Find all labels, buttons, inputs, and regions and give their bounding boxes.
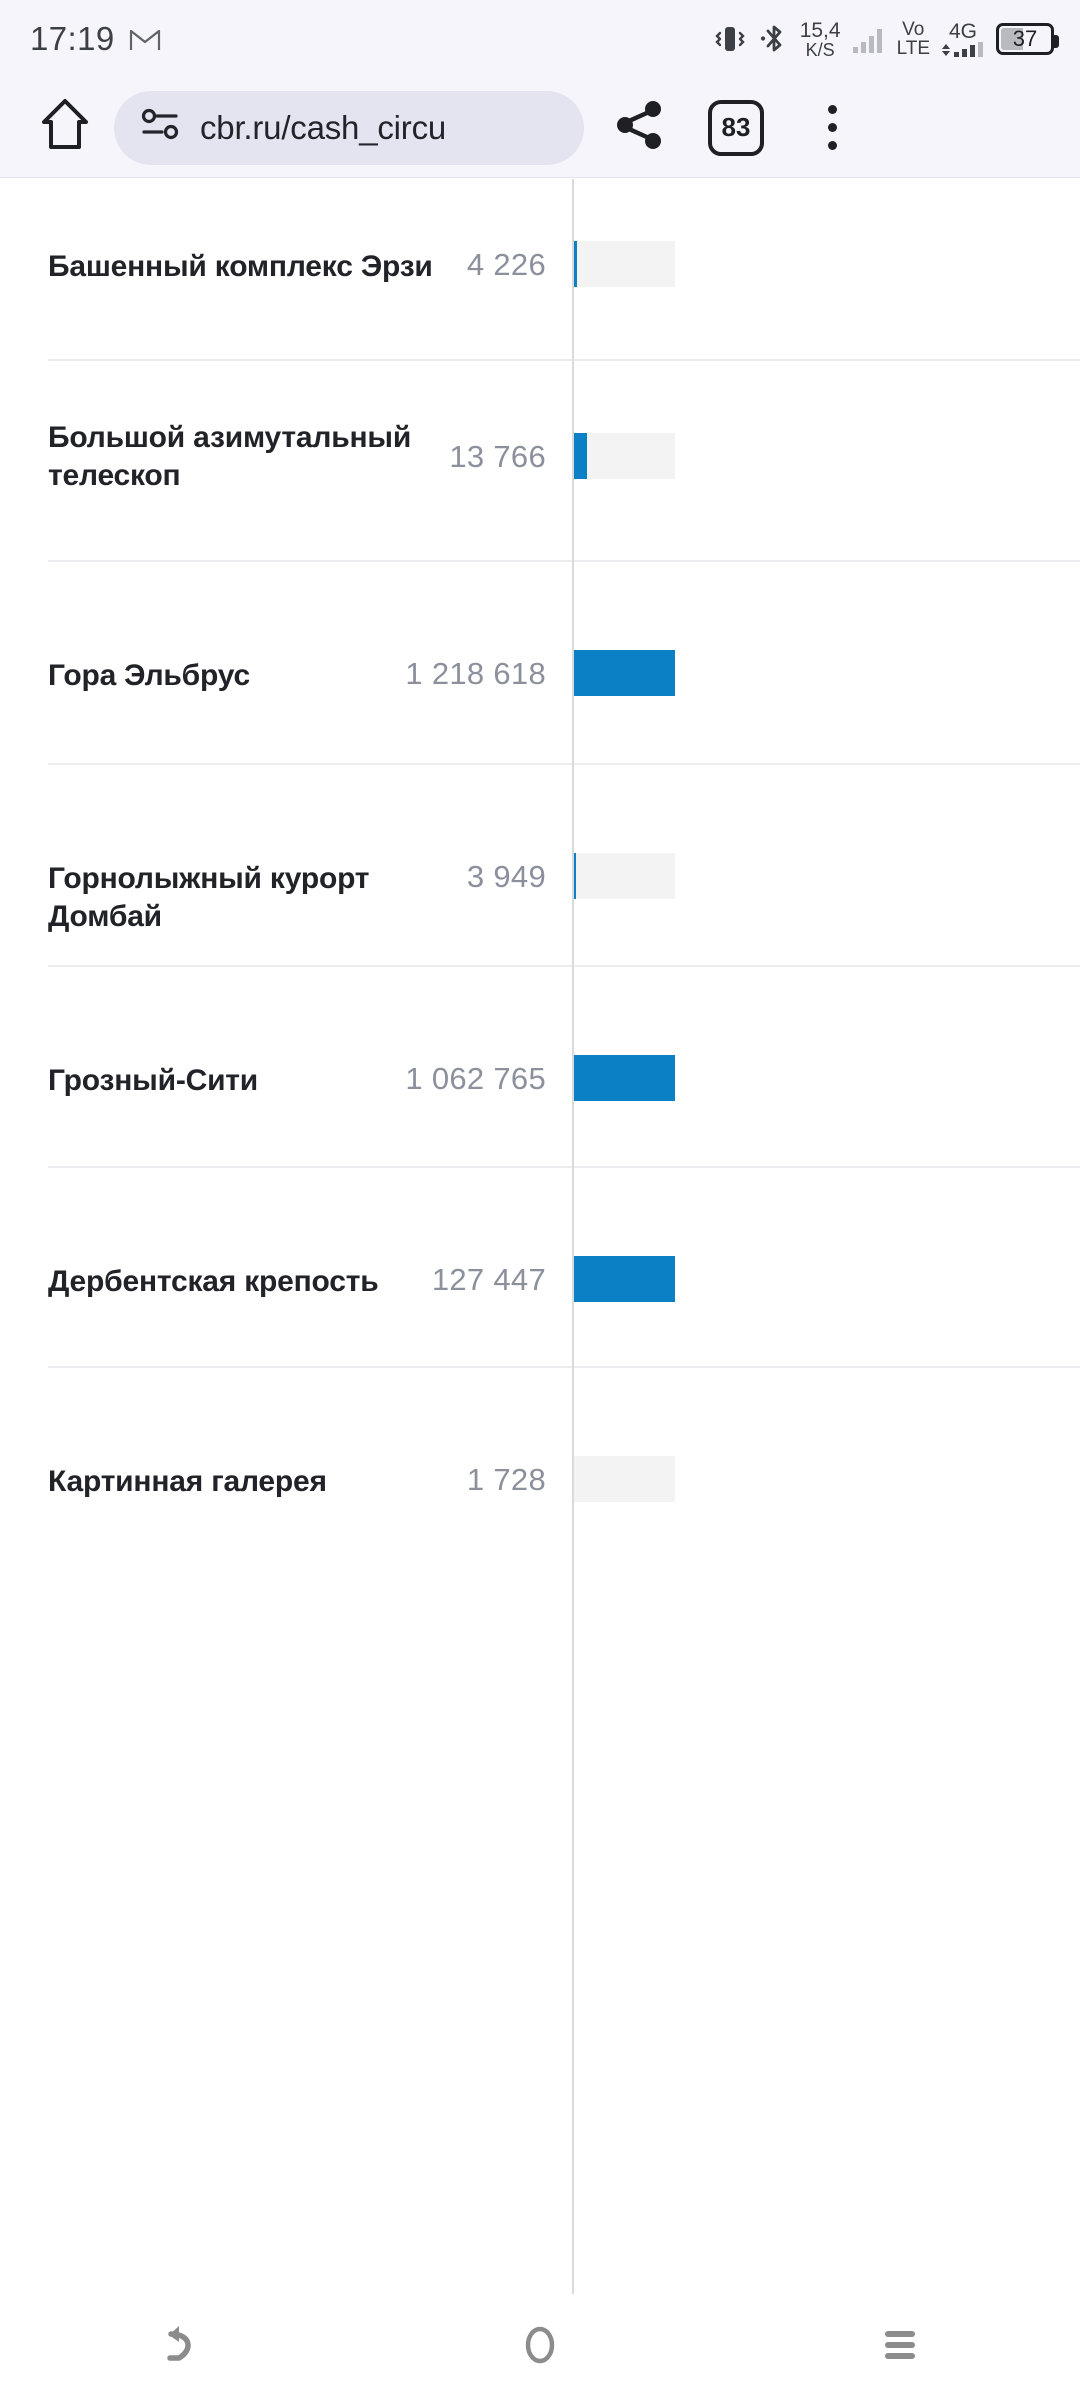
browser-toolbar: cbr.ru/cash_circu 83 [0,78,1080,178]
chart-row-label: Дербентская крепость [48,1265,379,1298]
volte-line-2: LTE [896,38,930,59]
data-activity-signal-icon [941,41,985,58]
chart-row-track [572,853,675,899]
menu-dot [827,123,837,132]
recents-menu-icon [877,2322,923,2373]
chart-row[interactable]: Башенный комплекс Эрзи 4 226 [0,179,1080,359]
menu-dot [827,141,837,150]
network-type-indicator: 4G [941,21,985,58]
url-bar[interactable]: cbr.ru/cash_circu [114,90,584,165]
volte-line-1: Vo [902,19,925,40]
tab-count-badge: 83 [708,99,764,156]
chart-row-track [572,1456,675,1502]
status-bar: 17:19 15,4 [0,0,1080,78]
chart-row-track [572,433,675,479]
menu-dot [827,105,837,114]
chart-row-value: 1 728 [466,1462,546,1497]
status-bar-right: 15,4 K/S Vo LTE 4G [712,20,1059,59]
row-separator [48,560,1080,562]
chart-row-label: Картинная галерея [48,1465,327,1498]
chart-row[interactable]: Большой азимутальный телескоп 13 766 [0,359,1080,560]
url-text: cbr.ru/cash_circu [200,108,447,146]
chart-row[interactable]: Горнолыжный курорт Домбай 3 949 [0,763,1080,965]
volte-indicator: Vo LTE [897,20,930,58]
network-speed-value: 15,4 [799,18,841,42]
chart-row[interactable]: Дербентская крепость 127 447 [0,1166,1080,1366]
chart-row-bar [572,1055,675,1101]
chart-row[interactable]: Грозный-Сити 1 062 765 [0,965,1080,1166]
row-separator [48,763,1080,765]
network-speed-indicator: 15,4 K/S [800,20,841,59]
chart-row-bar [572,1256,675,1302]
clock: 17:19 [30,20,115,57]
share-button[interactable] [592,98,688,157]
chart-axis-line [572,179,574,2294]
battery-fill [1001,28,1023,50]
nav-back-button[interactable] [90,2294,270,2400]
network-speed-unit: K/S [805,39,835,60]
vibrate-icon [712,22,748,56]
gmail-m-icon [129,26,161,52]
home-icon [39,97,91,158]
signal-bars-icon [852,24,886,54]
chart-area[interactable]: Башенный комплекс Эрзи 4 226 Большой ази… [0,179,1080,2294]
chart-row-bar [572,433,587,479]
chart-row-label: Гора Эльбрус [48,659,250,692]
chart-row-label: Большой азимутальный телескоп [48,421,412,493]
row-separator [48,1366,1080,1368]
chart-row-value: 1 218 618 [405,656,546,691]
chart-row-value: 127 447 [431,1262,546,1297]
status-bar-left: 17:19 [30,20,161,58]
row-separator [48,1166,1080,1168]
tab-switcher-button[interactable]: 83 [688,99,784,156]
back-arrow-icon [157,2320,203,2375]
system-navigation-bar [0,2294,1080,2400]
chart-row-bar [572,853,576,899]
chart-row-value: 4 226 [466,247,546,282]
home-circle-icon [517,2320,563,2375]
nav-recents-button[interactable] [810,2294,990,2400]
bluetooth-icon [759,22,789,56]
battery-indicator: 37 [996,23,1059,55]
row-separator [48,359,1080,361]
nav-home-button[interactable] [450,2294,630,2400]
battery-level-label: 37 [1012,26,1038,51]
chart-row-track [572,241,675,287]
chart-row-label: Горнолыжный курорт Домбай [48,862,370,934]
chart-row-value: 3 949 [466,859,546,894]
chart-row[interactable]: Гора Эльбрус 1 218 618 [0,560,1080,763]
row-separator [48,965,1080,967]
share-icon [613,98,667,157]
overflow-menu-button[interactable] [784,105,880,150]
site-permissions-icon[interactable] [140,107,182,148]
chart-row-bar [572,650,675,696]
chart-row-value: 1 062 765 [405,1061,546,1096]
network-type-label: 4G [948,19,977,43]
overflow-menu-icon [827,105,837,150]
chart-row-bar [572,241,577,287]
chart-row-value: 13 766 [449,439,546,474]
chart-row-label: Грозный-Сити [48,1064,259,1097]
chart-row[interactable]: Картинная галерея 1 728 [0,1366,1080,1586]
home-button[interactable] [28,97,102,158]
chart-row-label: Башенный комплекс Эрзи [48,250,433,283]
